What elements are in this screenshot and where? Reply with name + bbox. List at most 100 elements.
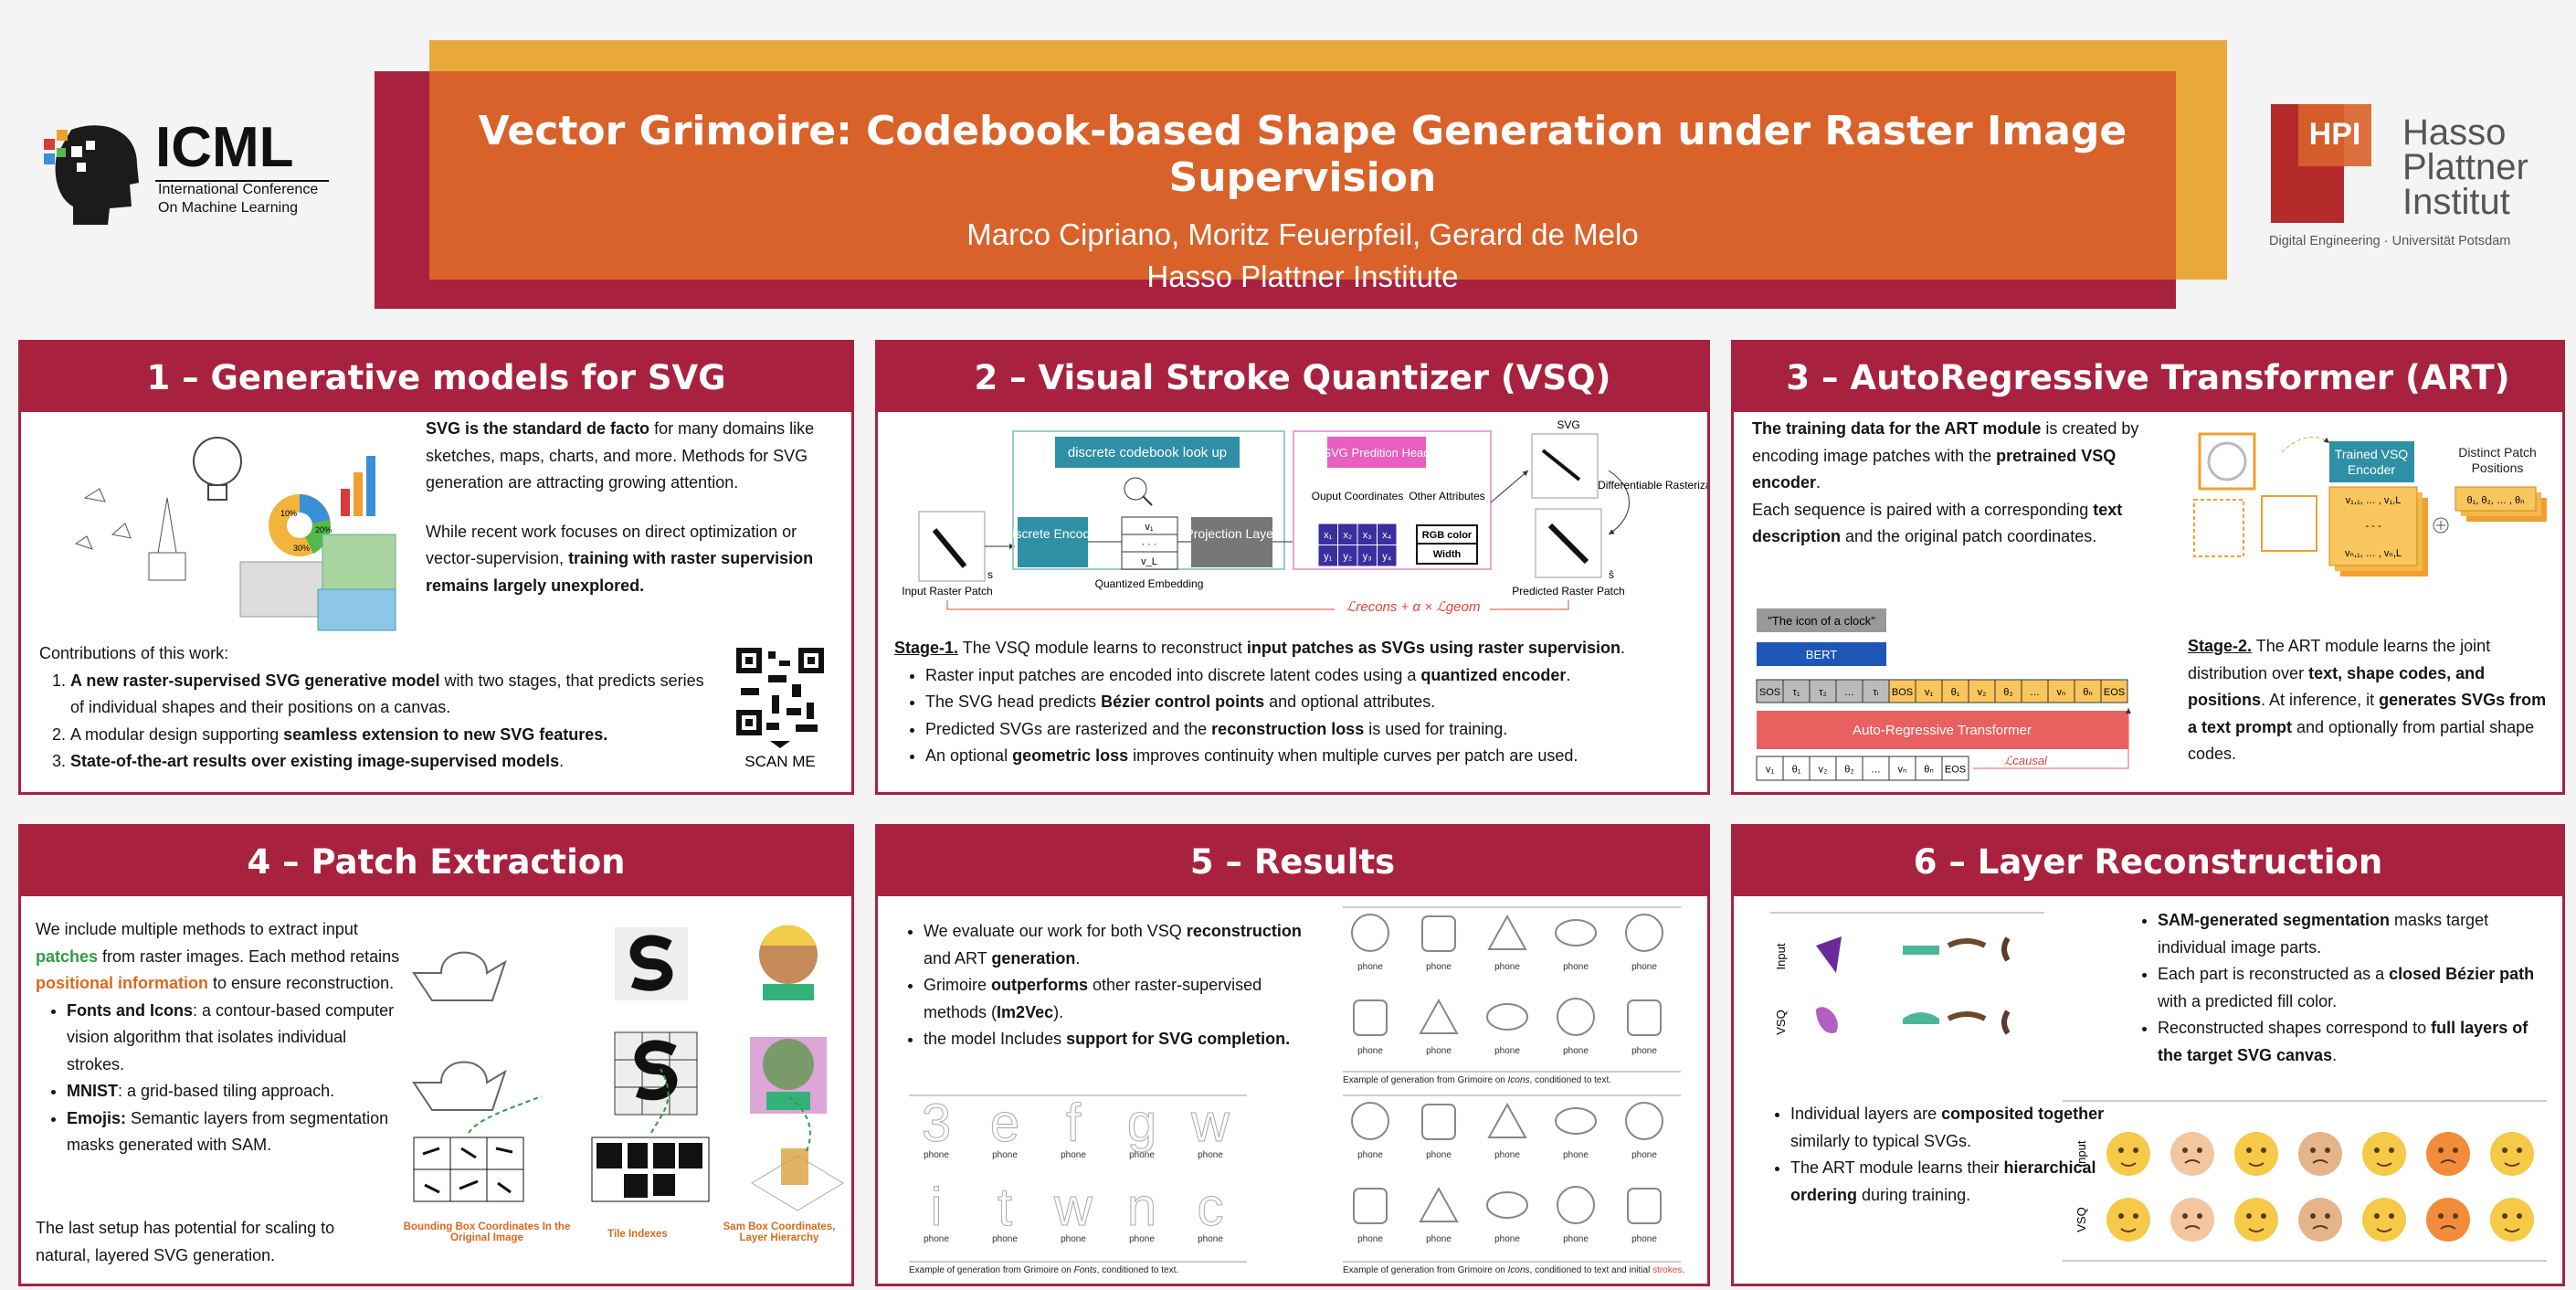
text-run: Stage-1.: [894, 639, 959, 657]
text-run: reconstruction loss: [1211, 719, 1365, 738]
intro-text: The training data for the ART module is …: [1752, 416, 2145, 551]
contributions-list: A new raster-supervised SVG generative m…: [39, 668, 715, 776]
paragraph: SVG is the standard de facto for many do…: [426, 416, 837, 497]
emoji: [2234, 1198, 2278, 1242]
row-label: VSQ: [1774, 1010, 1788, 1034]
token-label: v₂: [1819, 765, 1828, 776]
emoji-eye: [2133, 1213, 2138, 1219]
icon: [1625, 914, 1663, 952]
text-run: is used for training.: [1364, 719, 1508, 738]
results-gallery: phone phone phone phone phone phone phone phone…: [909, 906, 1681, 1263]
token-label: θₙ: [2083, 687, 2093, 698]
emoji-mouth: [2440, 1159, 2456, 1164]
text-run: outperforms: [991, 976, 1089, 994]
icon: [1486, 1003, 1528, 1031]
panel: 1 – Generative models for SVG 10% 20% 30…: [18, 340, 854, 795]
figure-label: BERT: [1806, 648, 1837, 661]
glyph: w: [1053, 1178, 1093, 1237]
emoji-eye: [2118, 1147, 2124, 1153]
token: [1888, 679, 1916, 703]
outro: The last setup has potential for scaling…: [36, 1219, 335, 1264]
coord-label: y₃: [1363, 552, 1372, 563]
text-run: Emojis:: [67, 1108, 127, 1127]
figure-label: Quantized Embedding: [1095, 577, 1204, 590]
bullet-list: Individual layers are composited togethe…: [1759, 1101, 2106, 1209]
token-label: θ₂: [1844, 765, 1853, 776]
icon-label: phone: [1426, 962, 1452, 972]
panel: 3 – AutoRegressive Transformer (ART) The…: [1731, 340, 2565, 795]
emoji-eye: [2389, 1213, 2394, 1219]
emoji: [2106, 1132, 2150, 1176]
embedding: v₁: [1145, 522, 1154, 533]
emoji-mouth: [2376, 1162, 2392, 1167]
text-run: text description: [1752, 500, 2123, 546]
icon: [1421, 915, 1456, 952]
icon-label: phone: [1357, 1150, 1383, 1160]
panel-title: 5 – Results: [878, 827, 1707, 896]
text-run: Raster input patches are encoded into di…: [925, 665, 1421, 684]
token-label: θₙ: [1924, 765, 1934, 776]
icon: [1557, 998, 1595, 1036]
positions: θ₁, θ₂, … , θₙ: [2466, 495, 2524, 506]
symbol: s: [987, 568, 993, 581]
token-label: θ₂: [2003, 687, 2012, 698]
hpi-logo: HPI Hasso Plattner Institut Digital Engi…: [2269, 104, 2528, 248]
text-run: pretrained VSQ encoder: [1752, 446, 2117, 492]
caption: Bounding Box Coordinates In the Original…: [403, 1221, 571, 1243]
glyph: w: [1190, 1094, 1230, 1153]
caption: Example of generation from Grimoire on I…: [1343, 1075, 1690, 1085]
icon-label: phone: [1563, 1234, 1589, 1244]
emoji: [2170, 1132, 2214, 1176]
icml-subtitle: On Machine Learning: [158, 200, 298, 216]
text-run: seamless extension to new SVG features.: [283, 724, 608, 744]
results-text: We evaluate our work for both VSQ recons…: [892, 918, 1304, 1053]
list-item: MNIST: a grid-based tiling approach.: [67, 1078, 401, 1105]
text-run: , conditioned to text and initial: [1529, 1265, 1653, 1275]
qr-label: SCAN ME: [744, 753, 815, 770]
token-label: BOS: [1892, 687, 1913, 698]
emoji-eye: [2261, 1213, 2266, 1219]
attribute: Width: [1433, 549, 1462, 560]
icon-label: phone: [1494, 1150, 1520, 1160]
hpi-mark: HPI: [2309, 117, 2361, 152]
text-run: strokes: [1652, 1265, 1683, 1275]
emoji-eye: [2374, 1213, 2380, 1219]
emoji: [2490, 1198, 2534, 1242]
glyph: n: [1127, 1178, 1156, 1237]
icon-label: phone: [1631, 1046, 1657, 1056]
list-item: Each part is reconstructed as a closed B…: [2158, 961, 2547, 1015]
coord-label: y₂: [1343, 552, 1352, 563]
icon-label: phone: [1494, 962, 1520, 972]
caption: Example of generation from Grimoire on F…: [909, 1265, 1256, 1275]
text-run: similarly to typical SVGs.: [1790, 1131, 1972, 1150]
token-label: v₁: [1925, 687, 1934, 698]
text-run: support for SVG completion.: [1066, 1030, 1291, 1048]
emoji-mouth: [2440, 1225, 2456, 1230]
token: [1756, 756, 1784, 781]
text-run: , conditioned to text.: [1529, 1075, 1612, 1085]
token: [1994, 679, 2022, 703]
authors: Marco Cipriano, Moritz Feuerpfeil, Gerar…: [966, 217, 1639, 251]
coord-label: x₄: [1382, 530, 1392, 541]
icon-label: phone: [992, 1150, 1018, 1160]
paragraph: We include multiple methods to extract i…: [36, 916, 401, 998]
loss: ℒrecons + α × ℒgeom: [1346, 599, 1481, 615]
text-run: reconstruction: [1186, 922, 1302, 940]
icon-label: phone: [1563, 1046, 1589, 1056]
icon-label: phone: [1357, 1234, 1383, 1244]
caption: Tile Indexes: [607, 1229, 668, 1240]
coord-label: x₂: [1343, 530, 1352, 541]
token-label: τ₁: [1792, 687, 1800, 698]
icon-label: phone: [1426, 1234, 1452, 1244]
layer-text: SAM-generated segmentation masks target …: [2127, 907, 2547, 1069]
text-run: masks target individual image parts.: [2158, 911, 2489, 957]
text-run: Icons: [1507, 1075, 1530, 1085]
icon: [1557, 1186, 1595, 1224]
bullet-list: We evaluate our work for both VSQ recons…: [892, 918, 1304, 1053]
emoji-eye: [2182, 1147, 2188, 1153]
pie-label: 10%: [280, 509, 297, 518]
text-run: and the original patch coordinates.: [1841, 527, 2097, 545]
text-run: the model Includes: [924, 1030, 1067, 1048]
list-item: A new raster-supervised SVG generative m…: [70, 668, 715, 722]
